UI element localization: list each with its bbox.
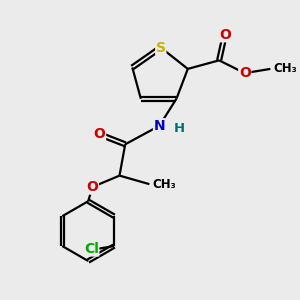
Text: N: N (154, 119, 165, 133)
Text: S: S (156, 40, 166, 55)
Text: O: O (219, 28, 231, 42)
Text: O: O (239, 66, 251, 80)
Text: Cl: Cl (84, 242, 99, 256)
Text: H: H (174, 122, 185, 135)
Text: O: O (94, 127, 106, 141)
Text: CH₃: CH₃ (152, 178, 176, 191)
Text: O: O (86, 180, 98, 194)
Text: CH₃: CH₃ (273, 62, 297, 75)
